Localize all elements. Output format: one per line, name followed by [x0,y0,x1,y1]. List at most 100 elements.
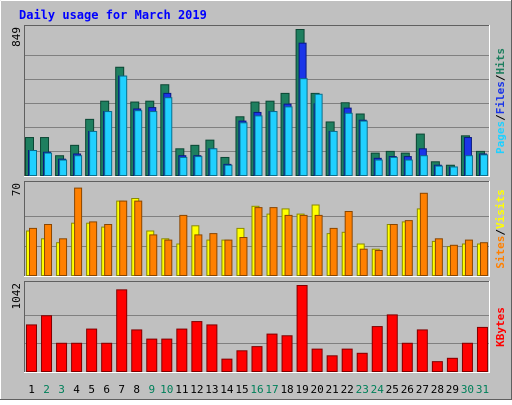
day-label: 4 [73,383,80,396]
day-label: 1 [28,383,35,396]
bar-sites-day-30 [464,239,473,277]
bar-kbytes-day-30 [461,342,473,372]
bar-pages-day-19 [299,78,308,176]
day-label: 6 [103,383,110,396]
bar-pages-day-7 [119,75,128,176]
bar-kbytes-day-2 [41,315,53,373]
bar-sites-day-6 [104,224,113,276]
bar-kbytes-day-28 [431,361,443,373]
legend-pages: Pages [494,121,507,154]
bar-pages-day-12 [194,156,203,176]
bar-sites-day-8 [134,200,143,277]
bar-kbytes-day-5 [86,328,98,373]
bar-sites-day-16 [254,207,263,277]
bar-kbytes-day-6 [101,342,113,372]
bar-kbytes-day-18 [281,335,293,373]
bar-sites-day-28 [434,238,443,277]
bar-kbytes-day-21 [326,355,338,372]
bar-sites-day-4 [74,187,83,277]
day-label: 24 [371,383,385,396]
bar-kbytes-day-3 [56,342,68,372]
bar-kbytes-day-9 [146,338,158,373]
bar-pages-day-14 [224,164,233,177]
legend-separator: / [494,229,507,236]
bar-kbytes-day-29 [446,357,458,373]
day-label: 19 [295,383,308,396]
bar-kbytes-day-8 [131,329,143,372]
bar-pages-day-18 [284,106,293,176]
legend-hits: Hits [494,48,507,75]
bar-kbytes-day-24 [371,326,383,373]
day-label: 22 [341,383,354,396]
day-label: 29 [446,383,459,396]
bar-pages-day-10 [164,97,173,176]
bar-sites-day-7 [119,200,128,277]
day-label: 18 [280,383,293,396]
day-label: 27 [416,383,429,396]
day-label: 9 [148,383,155,396]
bar-kbytes-day-17 [266,333,278,372]
bar-pages-day-29 [449,166,458,177]
bar-pages-day-16 [254,115,263,176]
bar-kbytes-day-20 [311,348,323,373]
bar-sites-day-20 [314,214,323,276]
day-label: 10 [160,383,173,396]
bar-sites-day-14 [224,239,233,277]
day-label: 11 [175,383,188,396]
bar-kbytes-day-26 [401,342,413,372]
bar-sites-day-5 [89,221,98,276]
bar-pages-day-28 [434,165,443,177]
bar-kbytes-day-4 [71,342,83,372]
bar-kbytes-day-19 [296,285,308,372]
day-label: 28 [431,383,444,396]
bar-pages-day-25 [389,156,398,177]
bar-sites-day-19 [299,214,308,276]
bar-sites-day-2 [44,224,53,276]
bar-sites-day-17 [269,207,278,277]
bar-kbytes-day-22 [341,348,353,373]
day-label: 25 [386,383,399,396]
day-label: 15 [235,383,248,396]
bar-pages-day-9 [149,111,158,176]
bar-pages-day-23 [359,120,368,177]
bar-sites-day-1 [29,227,37,276]
bar-sites-day-21 [329,227,338,276]
bar-pages-day-8 [134,110,143,176]
day-label: 16 [250,383,263,396]
bar-sites-day-31 [479,242,488,276]
day-label: 5 [88,383,95,396]
bar-pages-day-24 [374,159,383,177]
bar-pages-day-15 [239,122,248,176]
bar-kbytes-day-7 [116,289,128,372]
bar-pages-day-11 [179,156,188,177]
bar-sites-day-18 [284,214,293,276]
bar-pages-day-21 [329,130,338,176]
bar-pages-day-17 [269,111,278,176]
bar-kbytes-day-31 [476,326,488,373]
bar-kbytes-day-1 [26,324,37,373]
bar-sites-day-26 [404,220,413,277]
panel-1-legend: Pages/Files/Hits [494,48,507,154]
bar-sites-day-11 [179,214,188,276]
bar-pages-day-6 [104,111,113,176]
bar-sites-day-24 [374,250,383,276]
day-label: 14 [220,383,234,396]
panel-3-legend: KBytes [494,307,507,347]
bar-kbytes-day-15 [236,350,248,373]
bar-sites-day-12 [194,234,203,276]
bar-pages-day-2 [44,152,53,176]
bar-sites-day-25 [389,224,398,276]
bar-kbytes-day-27 [416,329,428,372]
bar-pages-day-31 [479,154,488,176]
day-label: 17 [265,383,278,396]
bar-kbytes-day-10 [161,338,173,373]
day-label: 3 [58,383,65,396]
legend-visits: Visits [494,189,507,229]
day-label: 21 [326,383,339,396]
bar-sites-day-29 [449,244,458,277]
day-label: 2 [43,383,50,396]
bar-kbytes-day-13 [206,324,218,373]
bar-kbytes-day-25 [386,314,398,373]
